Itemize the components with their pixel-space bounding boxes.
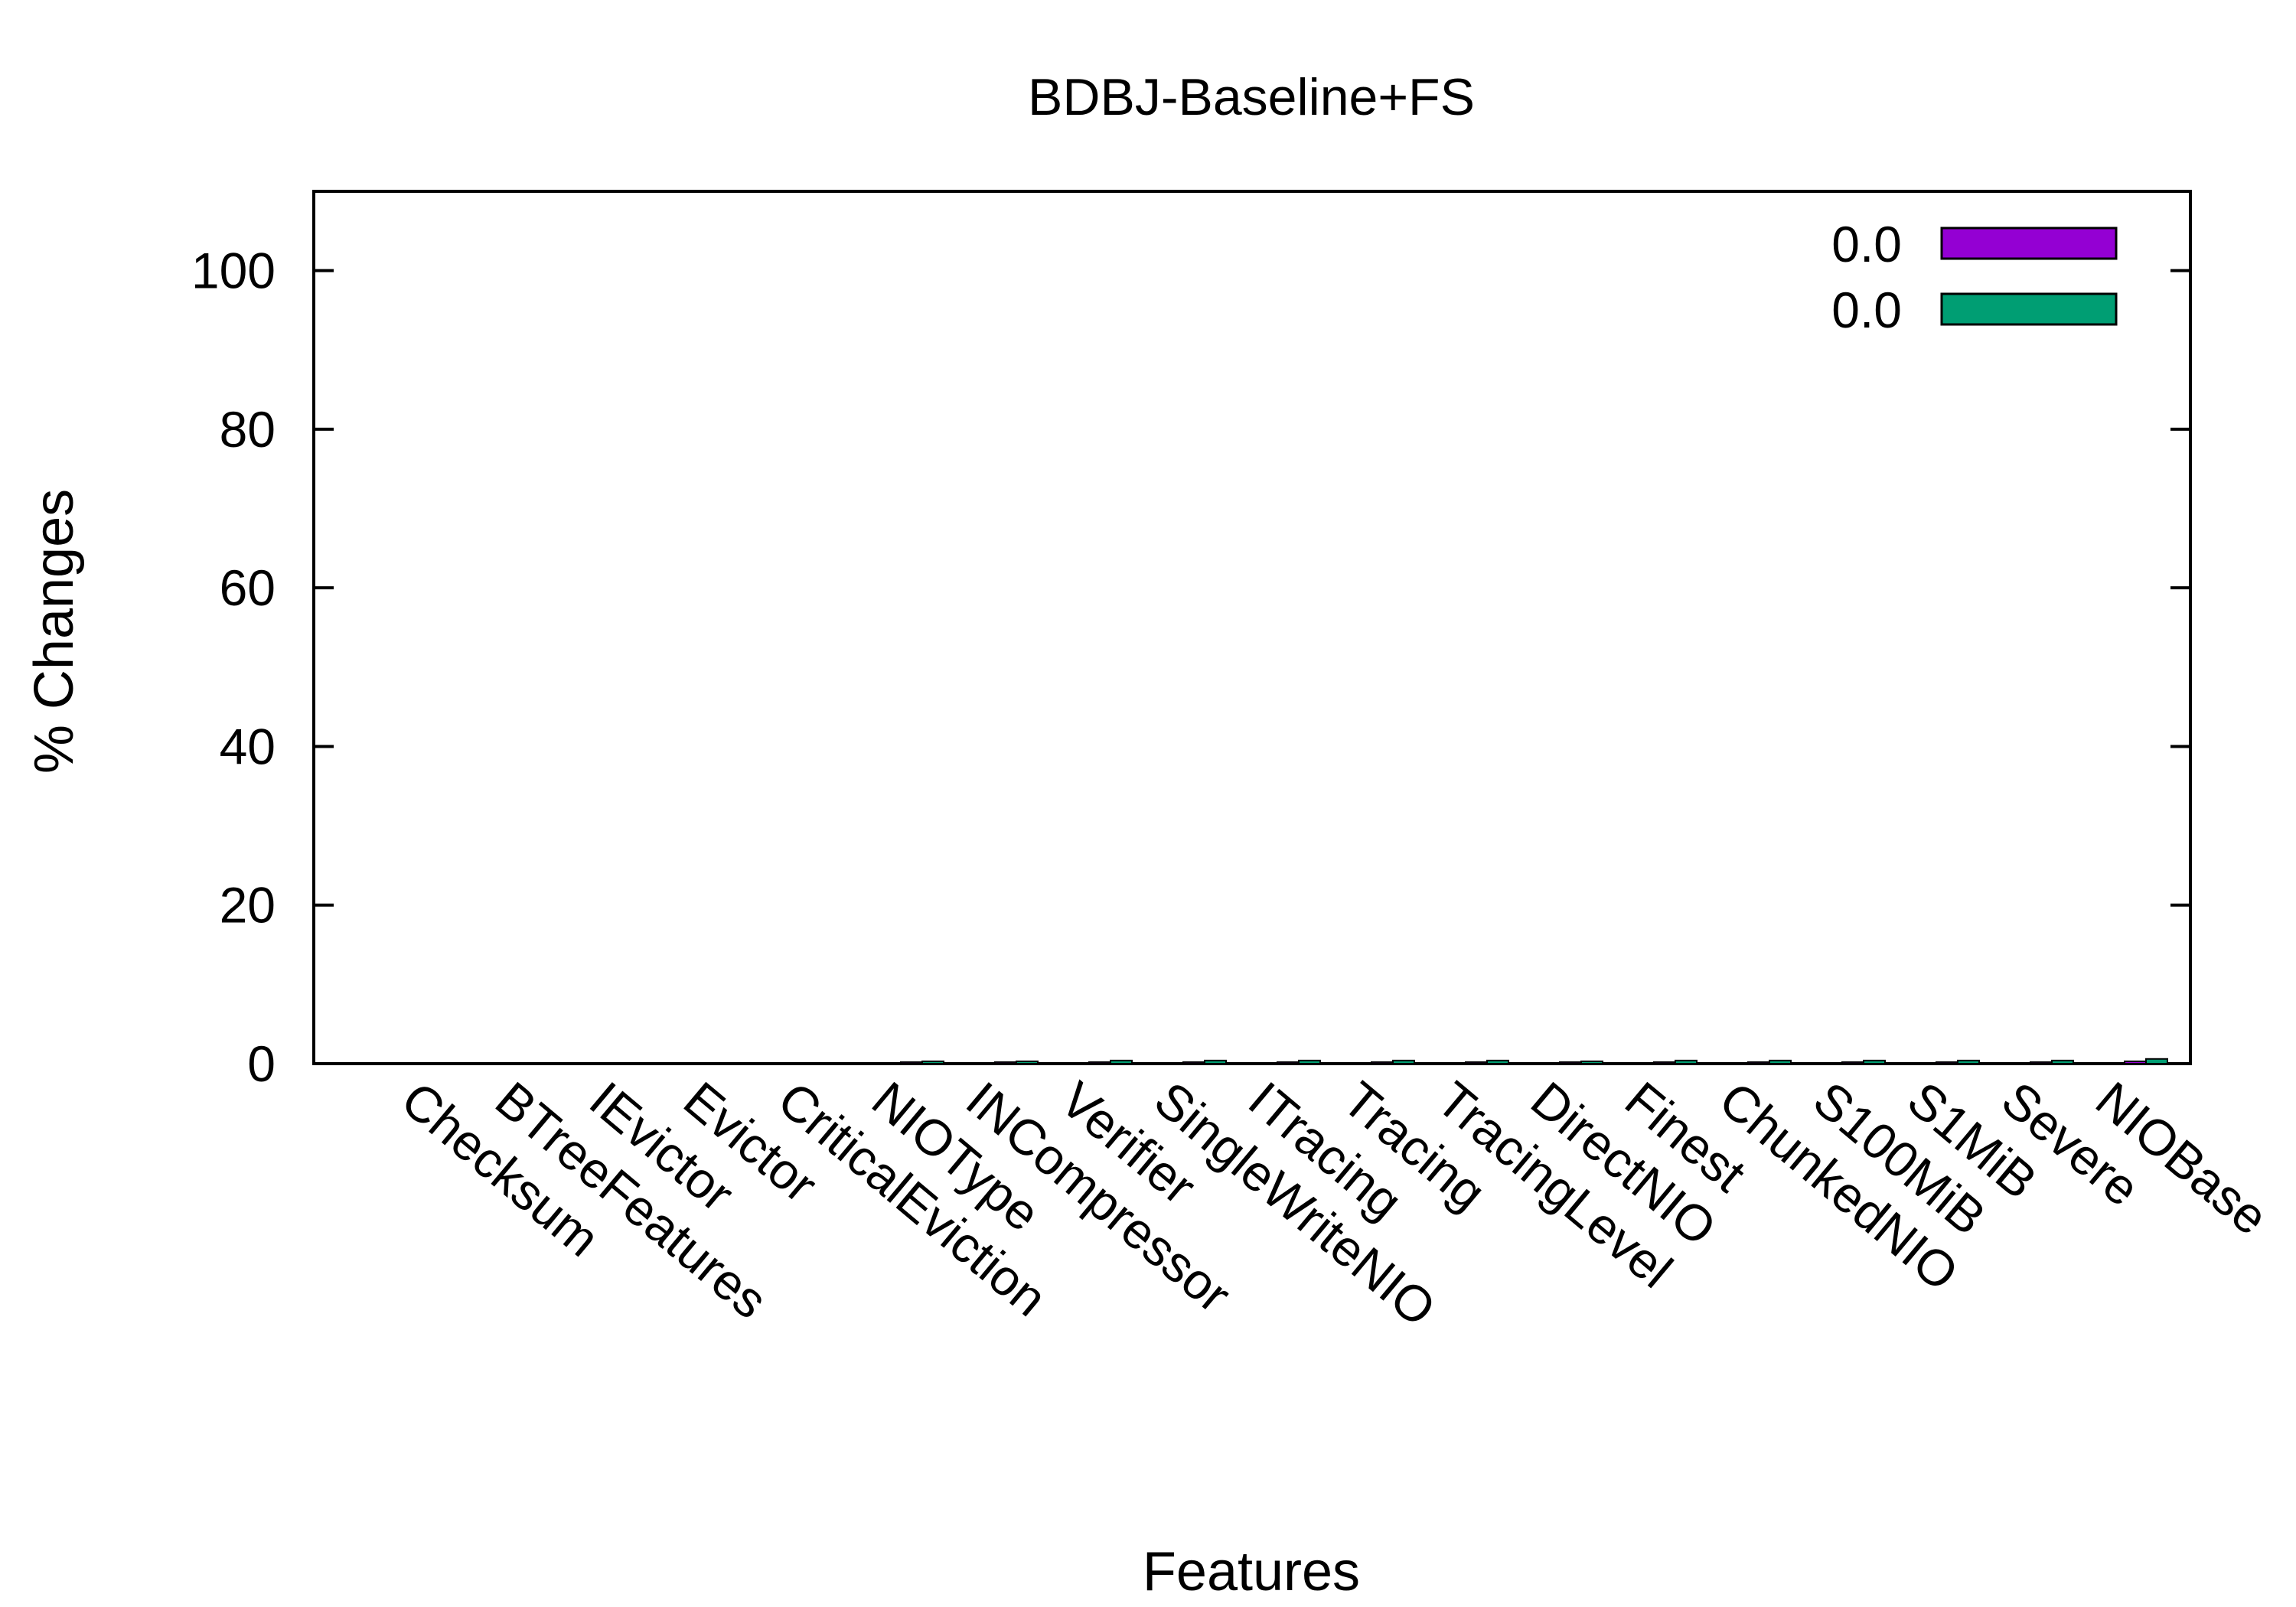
bar-series-group xyxy=(900,1058,2168,1065)
bar-series1-finest xyxy=(1653,1061,1676,1064)
y-tick-label: 0 xyxy=(247,1035,276,1092)
bar-series2-singlewritenio xyxy=(1204,1059,1227,1064)
bar-series1-severe xyxy=(2030,1061,2053,1064)
legend: 0.00.0 xyxy=(1831,216,2118,338)
bar-series2-verifier xyxy=(1110,1059,1133,1064)
legend-label: 0.0 xyxy=(1831,216,1902,272)
legend-swatch xyxy=(1940,292,2118,326)
y-tick-label: 20 xyxy=(220,877,276,934)
y-tick-label: 80 xyxy=(220,401,276,458)
bar-series2-chunkednio xyxy=(1769,1059,1792,1064)
y-axis-title: % Changes xyxy=(24,489,85,774)
bar-series1-niotype xyxy=(900,1061,923,1064)
bar-series1-tracinglevel xyxy=(1465,1061,1488,1064)
chart-title: BDBJ-Baseline+FS xyxy=(1028,68,1475,126)
bar-series1-directnio xyxy=(1559,1061,1582,1064)
bar-series1-verifier xyxy=(1088,1061,1111,1064)
bar-series2-niobase xyxy=(2145,1058,2168,1065)
bar-series2-itracing xyxy=(1298,1059,1321,1064)
y-axis-ticks: 0 20 40 60 80 100 xyxy=(191,243,2190,1092)
bar-series1-singlewritenio xyxy=(1182,1061,1205,1064)
y-tick-label: 40 xyxy=(220,718,276,774)
bar-series2-s1mib xyxy=(1957,1059,1980,1064)
bar-series1-s100mib xyxy=(1841,1061,1864,1064)
y-tick-label: 100 xyxy=(191,243,276,299)
bar-series1-incompressor xyxy=(994,1061,1017,1064)
bar-series1-s1mib xyxy=(1936,1061,1958,1064)
legend-swatch xyxy=(1940,227,2118,260)
x-axis-category-labels: ChecksumBTreeFeaturesIEvictorEvictorCrit… xyxy=(391,1071,2279,1337)
bar-series2-severe xyxy=(2051,1059,2074,1064)
legend-label: 0.0 xyxy=(1831,282,1902,338)
bar-series2-tracinglevel xyxy=(1486,1059,1509,1064)
bar-series2-tracing xyxy=(1392,1059,1415,1064)
plot-frame xyxy=(312,190,2192,1065)
y-tick-label: 60 xyxy=(220,559,276,616)
bar-series1-tracing xyxy=(1371,1061,1394,1064)
bar-series2-finest xyxy=(1675,1059,1698,1064)
bar-series2-niotype xyxy=(921,1060,944,1064)
bar-series2-s100mib xyxy=(1863,1059,1886,1064)
bar-series2-directnio xyxy=(1580,1060,1603,1064)
x-axis-title: Features xyxy=(1143,1541,1360,1602)
bar-series1-itracing xyxy=(1277,1061,1300,1064)
bar-series1-niobase xyxy=(2124,1060,2147,1064)
bar-series1-chunkednio xyxy=(1747,1061,1770,1064)
bar-series2-incompressor xyxy=(1016,1060,1039,1064)
